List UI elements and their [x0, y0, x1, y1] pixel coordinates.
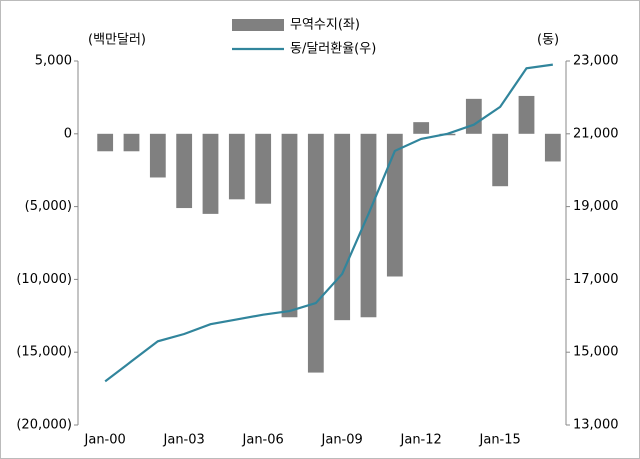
y-unit-label: (백만달러) [88, 33, 146, 48]
y2-tick-label: 23,000 [573, 54, 619, 69]
x-tick-label: Jan-09 [321, 433, 363, 448]
y2-tick-label: 15,000 [573, 345, 619, 360]
y-tick-label: 0 [64, 126, 72, 141]
bar [176, 133, 193, 209]
bar [360, 133, 377, 318]
bar [149, 133, 166, 178]
legend-swatch [232, 19, 284, 31]
x-tick-label: Jan-03 [163, 433, 205, 448]
y-tick-label: (20,000) [16, 418, 72, 433]
y2-tick-label: 21,000 [573, 126, 619, 141]
y2-tick-label: 19,000 [573, 199, 619, 214]
bar [97, 133, 114, 152]
bar [202, 133, 219, 214]
x-tick-label: Jan-15 [479, 433, 521, 448]
bar [386, 133, 403, 277]
y-tick-label: (10,000) [16, 272, 72, 287]
x-tick-label: Jan-00 [84, 433, 126, 448]
y2-tick-label: 17,000 [573, 272, 619, 287]
legend-label: 동/달러환율(우) [290, 42, 376, 57]
x-tick-label: Jan-06 [242, 433, 284, 448]
y-tick-label: (15,000) [16, 345, 72, 360]
bar [334, 133, 351, 321]
bar [413, 122, 430, 134]
bar [544, 133, 561, 162]
bar [492, 133, 509, 187]
legend-label: 무역수지(좌) [290, 18, 360, 33]
y2-tick-label: 13,000 [573, 418, 619, 433]
line [104, 63, 553, 383]
y2-unit-label: (동) [537, 33, 559, 48]
bar [518, 95, 535, 134]
bar [307, 133, 324, 373]
bar [123, 133, 140, 152]
bar [465, 98, 482, 134]
y-tick-label: 5,000 [35, 54, 72, 69]
y-tick-label: (5,000) [25, 199, 72, 214]
bar [281, 133, 298, 318]
bar [255, 133, 272, 204]
bar [228, 133, 245, 200]
x-tick-label: Jan-12 [400, 433, 442, 448]
